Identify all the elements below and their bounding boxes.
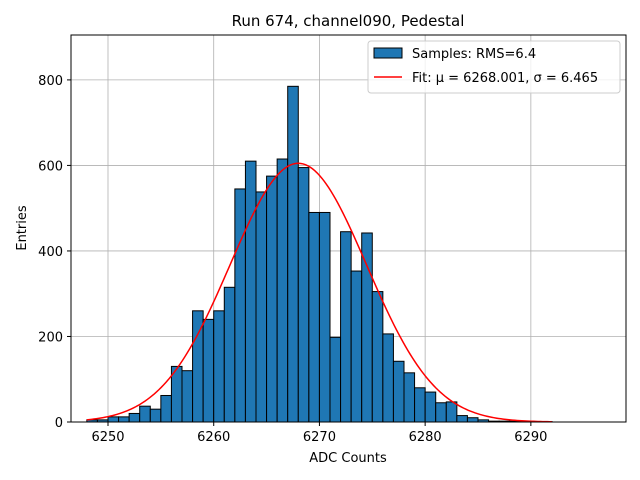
- x-tick-label: 6290: [514, 430, 547, 445]
- histogram-bar: [350, 270, 363, 423]
- histogram-bar: [340, 231, 352, 423]
- legend-label-samples: Samples: RMS=6.4: [412, 47, 536, 62]
- y-tick-label: 600: [38, 159, 63, 174]
- histogram-bar: [266, 175, 278, 423]
- x-tick-label: 6270: [303, 430, 336, 445]
- histogram-bar: [297, 167, 310, 423]
- histogram-bar: [213, 310, 225, 423]
- histogram-bar: [456, 415, 468, 423]
- legend: Samples: RMS=6.4 Fit: μ = 6268.001, σ = …: [367, 40, 621, 94]
- legend-swatch-samples: [373, 47, 403, 59]
- histogram-bars: [86, 85, 553, 423]
- histogram-bar: [181, 370, 194, 423]
- histogram-bar: [234, 188, 246, 423]
- histogram-bar: [361, 232, 373, 423]
- histogram-bar: [445, 401, 458, 423]
- histogram-bar: [392, 360, 405, 423]
- histogram-bar: [371, 291, 384, 423]
- x-axis-ticks: 6250 6260 6270 6280 6290: [91, 422, 547, 445]
- histogram-bar: [202, 318, 215, 423]
- histogram-bar: [382, 333, 394, 423]
- histogram-bar: [414, 387, 426, 423]
- histogram-bar: [403, 372, 416, 423]
- x-axis-label: ADC Counts: [309, 451, 387, 466]
- legend-box: [367, 40, 621, 94]
- gaussian-fit-curve: [86, 162, 553, 423]
- histogram-bar: [118, 416, 130, 423]
- y-axis-ticks: 0 200 400 600 800: [38, 74, 71, 431]
- histogram-bar: [318, 211, 331, 423]
- histogram-bar: [466, 417, 479, 423]
- histogram-bar: [244, 160, 257, 423]
- histogram-bar: [255, 191, 268, 423]
- histogram-bar: [308, 211, 320, 423]
- y-tick-label: 400: [38, 245, 63, 260]
- plot-area-frame: [70, 34, 627, 423]
- x-tick-label: 6250: [91, 430, 124, 445]
- histogram-bar: [128, 412, 141, 423]
- y-tick-label: 200: [38, 330, 63, 345]
- chart-title: Run 674, channel090, Pedestal: [232, 12, 465, 30]
- legend-label-fit: Fit: μ = 6268.001, σ = 6.465: [412, 71, 598, 86]
- x-tick-label: 6280: [409, 430, 442, 445]
- histogram-bar: [149, 408, 162, 423]
- histogram-bar: [223, 286, 236, 423]
- histogram-bar: [329, 336, 342, 423]
- histogram-bar: [287, 85, 299, 423]
- y-axis-label: Entries: [15, 205, 30, 251]
- histogram-bar: [435, 402, 447, 423]
- histogram-bar: [139, 405, 151, 423]
- histogram-bar: [160, 394, 172, 423]
- histogram-bar: [276, 158, 289, 423]
- y-tick-label: 0: [55, 416, 63, 431]
- y-tick-label: 800: [38, 74, 63, 89]
- histogram-bar: [424, 391, 437, 423]
- histogram-bar: [107, 416, 120, 423]
- x-tick-label: 6260: [197, 430, 230, 445]
